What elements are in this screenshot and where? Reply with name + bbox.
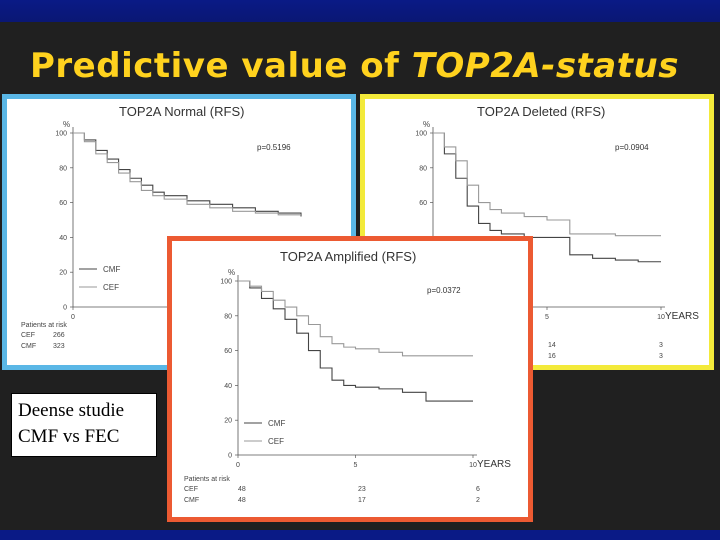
x-tick-label: 10 — [657, 314, 665, 321]
risk-row-value: 17 — [358, 497, 366, 504]
x-tick-label: 10 — [469, 462, 477, 469]
y-tick-label: 20 — [59, 270, 67, 277]
risk-row-value: 3 — [659, 342, 663, 349]
caption-line-1: Deense studie — [18, 400, 125, 421]
y-tick-label: 40 — [59, 235, 67, 242]
series-line-cmf — [238, 280, 473, 402]
km-plot-amplified: TOP2A Amplified (RFS)p=0.0372%YEARS02040… — [184, 249, 511, 504]
risk-row-value: 2 — [476, 497, 480, 504]
risk-row-arm: CMF — [184, 497, 199, 504]
p-value-label: p=0.0904 — [615, 143, 649, 152]
legend-label-cmf: CMF — [103, 265, 120, 274]
y-tick-label: 60 — [419, 200, 427, 207]
chart-title: TOP2A Deleted (RFS) — [477, 104, 605, 119]
p-value-label: p=0.5196 — [257, 143, 291, 152]
x-tick-label: 0 — [71, 314, 75, 321]
x-tick-label: 5 — [354, 462, 358, 469]
risk-row-value: 16 — [548, 353, 556, 360]
risk-row-value: 14 — [548, 342, 556, 349]
risk-row-value: 6 — [476, 486, 480, 493]
chart-panel-amplified: TOP2A Amplified (RFS) p=0.0372% YEARS 0 20 40… — [167, 236, 533, 522]
series-line-cef — [73, 132, 301, 216]
y-tick-label: 60 — [224, 348, 232, 355]
risk-row-arm: CEF — [184, 486, 198, 493]
series-line-cef — [433, 132, 661, 237]
p-value-label: p=0.0372 — [427, 286, 461, 295]
x-tick-label: 0 — [236, 462, 240, 469]
caption-line-2: CMF vs FEC — [18, 426, 120, 447]
series-line-cef — [238, 280, 473, 357]
x-tick-label: 5 — [545, 314, 549, 321]
x-axis-label: YEARS — [665, 311, 699, 322]
y-axis-label: % — [63, 120, 70, 129]
y-tick-label: 0 — [228, 453, 232, 460]
study-caption: Deense studie CMF vs FEC — [11, 393, 157, 457]
risk-row-value: 3 — [659, 353, 663, 360]
risk-table-header: Patients at risk — [184, 476, 230, 483]
legend-label-cef: CEF — [268, 437, 284, 446]
y-tick-label: 80 — [59, 165, 67, 172]
series-line-cmf — [433, 132, 661, 263]
y-tick-label: 20 — [224, 418, 232, 425]
slide-title-italic: TOP2A-status — [411, 46, 679, 86]
legend-label-cmf: CMF — [268, 419, 285, 428]
y-tick-label: 80 — [419, 165, 427, 172]
risk-row-value: 323 — [53, 343, 65, 350]
y-axis-label: % — [423, 120, 430, 129]
y-tick-label: 100 — [55, 131, 67, 138]
y-axis-label: % — [228, 268, 235, 277]
y-tick-label: 0 — [63, 305, 67, 312]
y-tick-label: 40 — [224, 383, 232, 390]
y-tick-label: 80 — [224, 313, 232, 320]
risk-row-value: 48 — [238, 497, 246, 504]
x-axis-label: YEARS — [477, 459, 511, 470]
y-tick-label: 100 — [220, 279, 232, 286]
y-tick-label: 60 — [59, 200, 67, 207]
legend-label-cef: CEF — [103, 283, 119, 292]
risk-row-arm: CEF — [21, 332, 35, 339]
chart-title: TOP2A Normal (RFS) — [119, 104, 244, 119]
risk-table-header: Patients at risk — [21, 322, 67, 329]
y-tick-label: 100 — [415, 131, 427, 138]
bottom-bar — [0, 530, 720, 540]
km-plot-deleted: TOP2A Deleted (RFS) p=0.0904% YEARS 60 80 100… — [415, 104, 699, 360]
chart-title: TOP2A Amplified (RFS) — [280, 249, 416, 264]
risk-row-value: 266 — [53, 332, 65, 339]
slide-title: Predictive value of TOP2A-status — [30, 46, 710, 90]
risk-row-value: 23 — [358, 486, 366, 493]
risk-row-value: 48 — [238, 486, 246, 493]
risk-row-arm: CMF — [21, 343, 36, 350]
slide-title-plain: Predictive value of — [30, 46, 412, 86]
